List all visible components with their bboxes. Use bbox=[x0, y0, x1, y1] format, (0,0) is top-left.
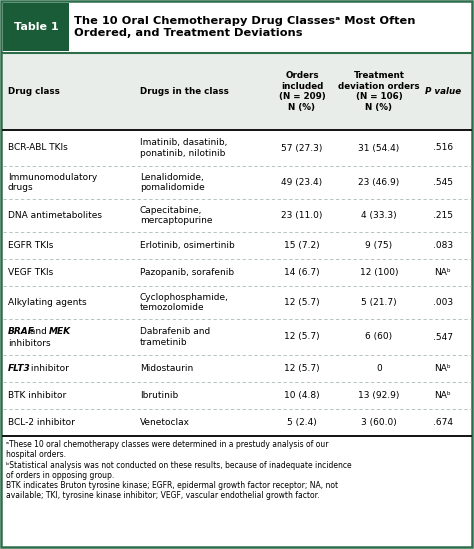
Text: .516: .516 bbox=[433, 143, 453, 153]
Text: FLT3: FLT3 bbox=[8, 364, 31, 373]
Text: inhibitor: inhibitor bbox=[28, 364, 69, 373]
Text: Ibrutinib: Ibrutinib bbox=[140, 391, 178, 400]
Text: Capecitabine,
mercaptopurine: Capecitabine, mercaptopurine bbox=[140, 206, 212, 225]
Text: inhibitors: inhibitors bbox=[8, 339, 51, 348]
Text: Drug class: Drug class bbox=[8, 87, 60, 96]
Text: DNA antimetabolites: DNA antimetabolites bbox=[8, 211, 102, 220]
Text: 6 (60): 6 (60) bbox=[365, 333, 392, 341]
Text: 5 (21.7): 5 (21.7) bbox=[361, 298, 397, 307]
Text: 5 (2.4): 5 (2.4) bbox=[287, 418, 317, 427]
Text: P value: P value bbox=[425, 87, 461, 96]
Text: 9 (75): 9 (75) bbox=[365, 241, 392, 250]
Text: Imatinib, dasatinib,
ponatinib, nilotinib: Imatinib, dasatinib, ponatinib, nilotini… bbox=[140, 138, 228, 158]
Text: VEGF TKIs: VEGF TKIs bbox=[8, 268, 53, 277]
Text: 10 (4.8): 10 (4.8) bbox=[284, 391, 320, 400]
Text: ᵃThese 10 oral chemotherapy classes were determined in a prestudy analysis of ou: ᵃThese 10 oral chemotherapy classes were… bbox=[6, 440, 328, 460]
Text: BCL-2 inhibitor: BCL-2 inhibitor bbox=[8, 418, 75, 427]
Text: BTK indicates Bruton tyrosine kinase; EGFR, epidermal growth factor receptor; NA: BTK indicates Bruton tyrosine kinase; EG… bbox=[6, 481, 338, 500]
Text: 14 (6.7): 14 (6.7) bbox=[284, 268, 320, 277]
Text: Cyclophosphamide,
temozolomide: Cyclophosphamide, temozolomide bbox=[140, 293, 229, 312]
Text: 13 (92.9): 13 (92.9) bbox=[358, 391, 400, 400]
Text: Midostaurin: Midostaurin bbox=[140, 364, 193, 373]
Text: .215: .215 bbox=[433, 211, 453, 220]
Text: 57 (27.3): 57 (27.3) bbox=[281, 143, 323, 153]
Text: 23 (11.0): 23 (11.0) bbox=[281, 211, 323, 220]
Text: .545: .545 bbox=[433, 178, 453, 187]
Text: 12 (5.7): 12 (5.7) bbox=[284, 298, 320, 307]
Bar bbox=[3, 53, 471, 130]
Text: The 10 Oral Chemotherapy Drug Classesᵃ Most Often
Ordered, and Treatment Deviati: The 10 Oral Chemotherapy Drug Classesᵃ M… bbox=[74, 16, 416, 38]
Text: 23 (46.9): 23 (46.9) bbox=[358, 178, 400, 187]
Text: .003: .003 bbox=[433, 298, 453, 307]
Text: NAᵇ: NAᵇ bbox=[435, 391, 451, 400]
Text: 12 (5.7): 12 (5.7) bbox=[284, 333, 320, 341]
Text: 3 (60.0): 3 (60.0) bbox=[361, 418, 397, 427]
Text: 12 (5.7): 12 (5.7) bbox=[284, 364, 320, 373]
Text: NAᵇ: NAᵇ bbox=[435, 268, 451, 277]
Text: Drugs in the class: Drugs in the class bbox=[140, 87, 229, 96]
Text: ᵇStatistical analysis was not conducted on these results, because of inadequate : ᵇStatistical analysis was not conducted … bbox=[6, 461, 352, 480]
Text: .674: .674 bbox=[433, 418, 453, 427]
Text: BRAF: BRAF bbox=[8, 327, 35, 336]
Text: NAᵇ: NAᵇ bbox=[435, 364, 451, 373]
Text: BTK inhibitor: BTK inhibitor bbox=[8, 391, 66, 400]
Text: .547: .547 bbox=[433, 333, 453, 341]
Text: Orders
included
(N = 209)
N (%): Orders included (N = 209) N (%) bbox=[279, 71, 325, 111]
Text: Erlotinib, osimertinib: Erlotinib, osimertinib bbox=[140, 241, 235, 250]
Text: Treatment
deviation orders
(N = 106)
N (%): Treatment deviation orders (N = 106) N (… bbox=[338, 71, 420, 111]
Text: Pazopanib, sorafenib: Pazopanib, sorafenib bbox=[140, 268, 234, 277]
Text: 12 (100): 12 (100) bbox=[360, 268, 398, 277]
Text: MEK: MEK bbox=[49, 327, 71, 336]
Text: and: and bbox=[27, 327, 50, 336]
Text: 0: 0 bbox=[376, 364, 382, 373]
Text: 4 (33.3): 4 (33.3) bbox=[361, 211, 397, 220]
Text: 15 (7.2): 15 (7.2) bbox=[284, 241, 320, 250]
Text: Alkylating agents: Alkylating agents bbox=[8, 298, 87, 307]
Text: Dabrafenib and
trametinib: Dabrafenib and trametinib bbox=[140, 327, 210, 347]
Text: Immunomodulatory
drugs: Immunomodulatory drugs bbox=[8, 173, 97, 192]
Text: .083: .083 bbox=[433, 241, 453, 250]
Text: Table 1: Table 1 bbox=[14, 22, 58, 32]
Text: 49 (23.4): 49 (23.4) bbox=[282, 178, 323, 187]
Text: Venetoclax: Venetoclax bbox=[140, 418, 190, 427]
Text: 31 (54.4): 31 (54.4) bbox=[358, 143, 400, 153]
Text: BCR-ABL TKIs: BCR-ABL TKIs bbox=[8, 143, 68, 153]
Text: Lenalidomide,
pomalidomide: Lenalidomide, pomalidomide bbox=[140, 173, 205, 192]
Bar bbox=[3, 3, 69, 51]
Text: EGFR TKIs: EGFR TKIs bbox=[8, 241, 54, 250]
